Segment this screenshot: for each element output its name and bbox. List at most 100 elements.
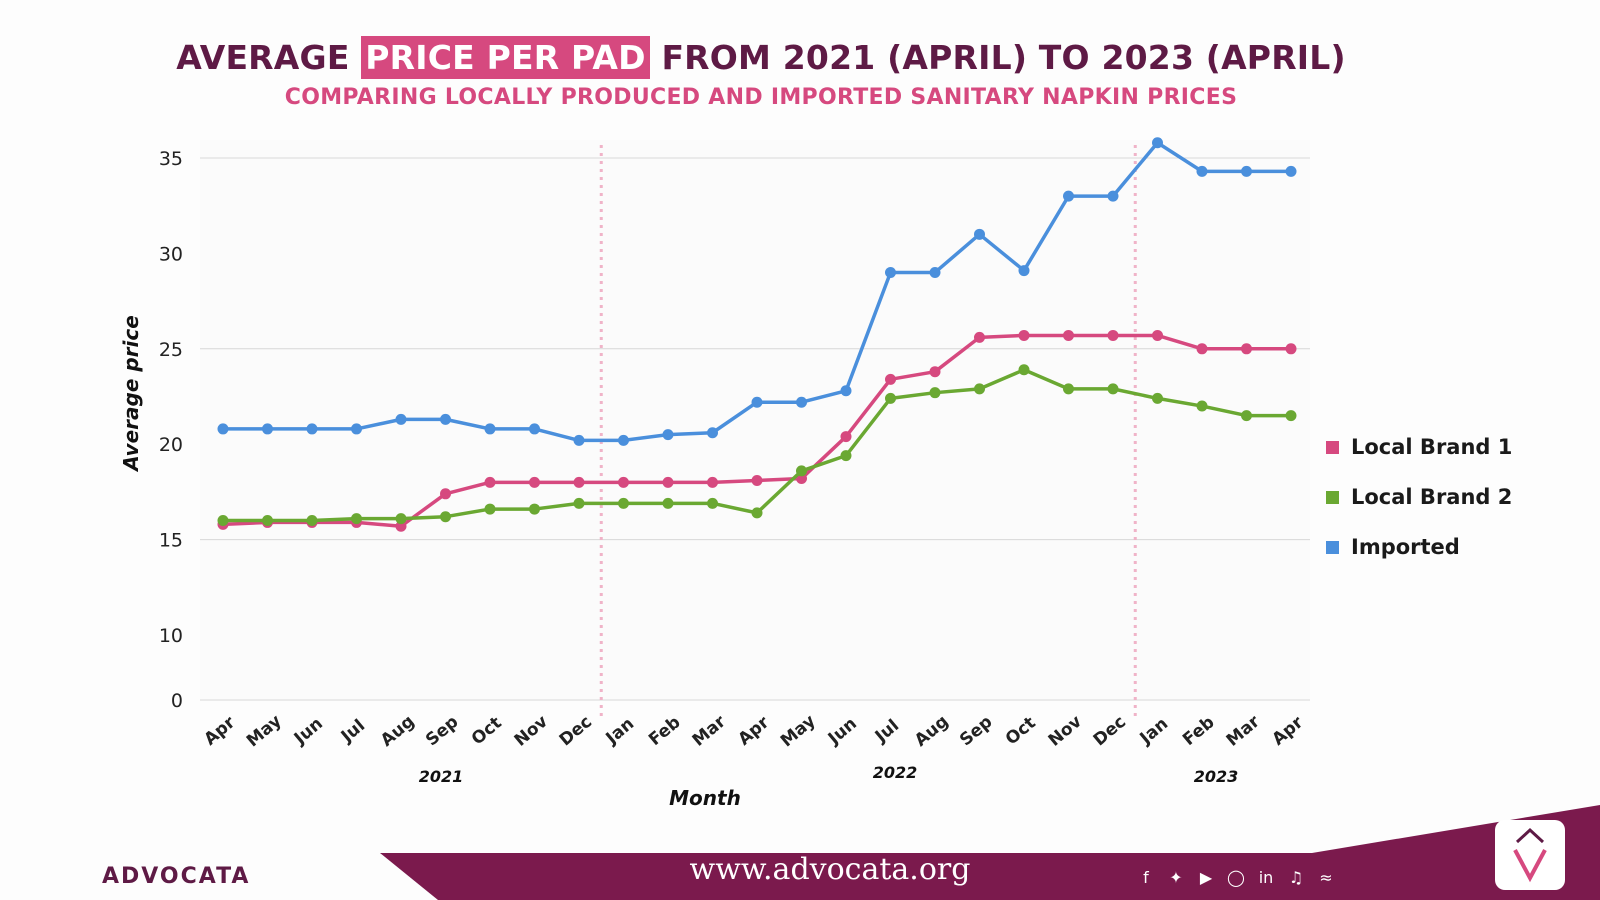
data-point — [1285, 410, 1297, 422]
data-point — [618, 476, 629, 488]
x-tick-label: Feb — [645, 712, 684, 750]
chart-legend: Local Brand 1 Local Brand 2 Imported — [1326, 422, 1512, 572]
x-axis-title: Month — [669, 786, 741, 810]
data-point — [262, 515, 273, 527]
data-point — [306, 515, 318, 527]
data-point — [395, 520, 407, 532]
data-point — [929, 387, 941, 399]
advocata-logo[interactable]: ADVOCATA — [102, 864, 251, 889]
y-tick-label: 10 — [159, 625, 183, 647]
instagram-icon[interactable]: ◯ — [1227, 868, 1245, 887]
data-point — [618, 497, 629, 509]
year-label: 2021 — [419, 767, 464, 786]
x-tick-label: Mar — [689, 711, 730, 750]
y-tick-label: 25 — [159, 339, 183, 361]
x-tick-label: Apr — [734, 712, 773, 749]
data-point — [484, 476, 496, 488]
advocata-mark-icon — [1513, 827, 1547, 883]
x-tick-label: Mar — [1223, 711, 1264, 750]
x-tick-label: Jan — [1136, 714, 1173, 749]
data-point — [262, 423, 273, 435]
data-point — [974, 383, 985, 395]
chart-subtitle: COMPARING LOCALLY PRODUCED AND IMPORTED … — [284, 85, 1238, 110]
website-url-link[interactable]: www.advocata.org — [689, 852, 971, 887]
youtube-icon[interactable]: ▶ — [1199, 868, 1213, 887]
data-point — [929, 266, 941, 278]
data-point — [1285, 343, 1297, 355]
data-point — [1152, 137, 1163, 149]
data-point — [662, 497, 674, 509]
legend-item-imported: Imported — [1326, 522, 1512, 572]
data-point — [1018, 265, 1030, 277]
x-tick-label: Aug — [377, 711, 419, 750]
x-tick-label: Jun — [290, 714, 327, 750]
y-tick-label: 15 — [159, 530, 183, 552]
data-point — [529, 423, 540, 435]
data-point — [573, 434, 585, 446]
legend-item-local-brand-2: Local Brand 2 — [1326, 472, 1512, 522]
twitter-icon[interactable]: ✦ — [1169, 868, 1183, 887]
data-point — [1152, 329, 1163, 341]
data-point — [395, 413, 407, 425]
x-tick-label: Sep — [956, 712, 996, 750]
tiktok-icon[interactable]: ♫ — [1288, 868, 1304, 887]
x-tick-label: Dec — [1090, 712, 1130, 750]
data-point — [885, 266, 896, 278]
data-point — [1152, 392, 1163, 404]
data-point — [1241, 165, 1252, 177]
data-point — [351, 513, 362, 525]
data-point — [529, 476, 540, 488]
legend-label: Imported — [1351, 535, 1460, 559]
data-point — [1196, 400, 1208, 412]
facebook-icon[interactable]: f — [1143, 868, 1149, 887]
data-point — [929, 366, 941, 378]
y-tick-label: 0 — [171, 690, 183, 712]
data-point — [1196, 165, 1208, 177]
x-tick-label: Nov — [511, 712, 552, 751]
legend-swatch — [1326, 440, 1339, 454]
x-tick-label: Nov — [1045, 712, 1086, 751]
data-point — [440, 511, 451, 523]
data-point — [440, 413, 451, 425]
data-point — [1063, 383, 1074, 395]
title-highlight: PRICE PER PAD — [361, 36, 650, 79]
legend-label: Local Brand 2 — [1351, 485, 1513, 509]
data-point — [662, 429, 674, 441]
advocata-corner-logo-icon[interactable] — [1495, 820, 1565, 890]
data-point — [484, 503, 496, 515]
x-tick-label: Apr — [1268, 712, 1307, 749]
data-point — [885, 392, 896, 404]
data-point — [840, 431, 852, 443]
data-point — [1196, 343, 1208, 355]
data-point — [974, 228, 985, 240]
y-axis-title: Average price — [119, 315, 143, 473]
legend-swatch — [1326, 490, 1339, 504]
linkedin-icon[interactable]: in — [1258, 868, 1274, 887]
data-point — [395, 513, 407, 525]
data-point — [351, 423, 362, 435]
footer-band — [380, 853, 1600, 900]
data-point — [1063, 190, 1074, 202]
x-tick-label: Oct — [1002, 713, 1040, 749]
data-point — [1107, 190, 1119, 202]
data-point — [1241, 410, 1252, 422]
data-point — [840, 385, 852, 397]
title-prefix: AVERAGE — [176, 38, 350, 77]
data-point — [751, 507, 763, 519]
data-point — [885, 373, 896, 385]
data-point — [618, 434, 629, 446]
data-point — [707, 427, 718, 439]
data-point — [974, 331, 985, 343]
data-point — [573, 497, 585, 509]
legend-item-local-brand-1: Local Brand 1 — [1326, 422, 1512, 472]
x-tick-label: Jun — [824, 714, 861, 750]
data-point — [1107, 329, 1119, 341]
data-point — [1285, 165, 1297, 177]
data-point — [707, 497, 718, 509]
data-point — [484, 423, 496, 435]
data-point — [1018, 364, 1030, 376]
spotify-icon[interactable]: ≈ — [1319, 868, 1333, 887]
y-tick-label: 30 — [159, 243, 183, 265]
data-point — [1107, 383, 1119, 395]
